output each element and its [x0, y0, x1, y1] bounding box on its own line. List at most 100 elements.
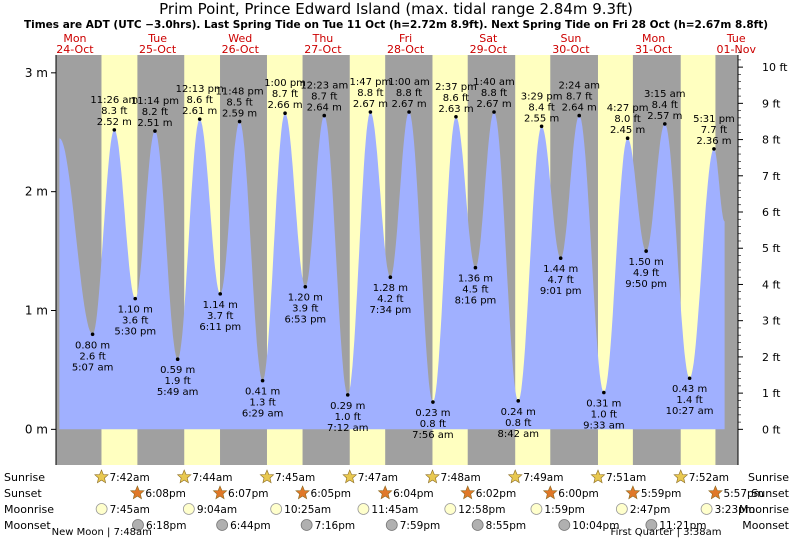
tide-point	[492, 110, 496, 114]
sunset-time: 5:59pm	[641, 488, 681, 500]
tide-time-label: 11:14 pm	[131, 96, 179, 107]
sunrise-icon	[259, 469, 275, 484]
moonrise-time: 11:45am	[371, 504, 418, 516]
day-date-label: 31-Oct	[635, 43, 673, 56]
sunset-time: 6:07pm	[228, 488, 268, 500]
sunrise-time: 7:48am	[440, 472, 480, 484]
tide-height-label: 2.61 m	[182, 106, 217, 117]
tide-ft-label: 8.4 ft	[528, 102, 554, 113]
sunset-icon	[542, 485, 558, 500]
tide-height-label: 2.51 m	[137, 118, 172, 129]
moonset-icon	[645, 519, 658, 531]
moonrise-time: 3:23pm	[715, 504, 755, 516]
sunset-time: 6:04pm	[393, 488, 433, 500]
tide-ft-label: 3.6 ft	[122, 316, 148, 327]
tide-ft-label: 8.7 ft	[272, 89, 298, 100]
sunset-icon	[129, 485, 145, 500]
day-date-label: 28-Oct	[387, 43, 425, 56]
moonrise-time: 7:45am	[110, 504, 150, 516]
tide-time-label: 5:49 am	[157, 387, 199, 398]
tide-ft-label: 8.5 ft	[226, 98, 252, 109]
right-axis-tick-label: 0 ft	[762, 423, 781, 436]
right-axis-tick-label: 3 ft	[762, 315, 781, 328]
tide-ft-label: 1.0 ft	[591, 410, 617, 421]
sunrise-icon	[590, 469, 606, 484]
tide-height-label: 2.55 m	[524, 113, 559, 124]
sunrise-time: 7:49am	[523, 472, 563, 484]
tide-ft-label: 8.8 ft	[481, 88, 507, 99]
tide-height-label: 1.50 m	[629, 257, 664, 268]
tide-height-label: 0.80 m	[75, 340, 110, 351]
tide-ft-label: 8.6 ft	[187, 95, 213, 106]
tide-time-label: 1:40 am	[473, 77, 515, 88]
tide-ft-label: 8.2 ft	[142, 107, 168, 118]
chart-title: Prim Point, Prince Edward Island (max. t…	[159, 0, 633, 18]
day-weekday-label: Sat	[479, 32, 498, 45]
tide-point	[368, 110, 373, 114]
right-axis-tick-label: 5 ft	[762, 242, 781, 255]
tide-height-label: 2.63 m	[438, 104, 473, 115]
day-weekday-label: Tue	[147, 32, 167, 45]
tide-point	[644, 249, 648, 253]
tide-height-label: 1.20 m	[288, 293, 323, 304]
tide-time-label: 7:12 am	[327, 423, 369, 434]
moonset-time: 7:16pm	[315, 520, 355, 532]
moonset-icon	[385, 519, 398, 531]
tide-ft-label: 0.8 ft	[420, 419, 446, 430]
day-date-label: 24-Oct	[56, 43, 94, 56]
day-weekday-label: Mon	[642, 32, 665, 45]
tide-time-label: 8:42 am	[497, 429, 539, 440]
sunset-icon	[212, 485, 228, 500]
moonset-time: 10:04pm	[572, 520, 619, 532]
sunset-icon	[377, 485, 393, 500]
sunrise-time: 7:44am	[192, 472, 232, 484]
day-weekday-label: Mon	[63, 32, 86, 45]
tide-time-label: 9:50 pm	[625, 279, 667, 290]
sunrise-icon	[94, 469, 109, 484]
sunset-icon	[295, 485, 310, 500]
tide-height-label: 0.29 m	[330, 401, 365, 412]
tide-point	[431, 400, 435, 404]
tide-point	[260, 378, 265, 383]
tide-ft-label: 8.6 ft	[443, 93, 469, 104]
tide-point	[663, 122, 667, 126]
row-label-right: Moonset	[742, 519, 789, 532]
tide-point	[112, 128, 117, 132]
sunrise-time: 7:52am	[689, 472, 729, 484]
sunrise-time: 7:42am	[109, 472, 149, 484]
tide-time-label: 6:11 pm	[199, 322, 241, 333]
tide-height-label: 2.64 m	[562, 103, 597, 114]
tide-ft-label: 8.7 ft	[311, 92, 337, 103]
moonrise-icon	[615, 503, 628, 515]
tide-height-label: 2.36 m	[696, 136, 731, 147]
tide-ft-label: 1.0 ft	[335, 412, 361, 423]
tide-point	[153, 129, 157, 133]
tide-time-label: 11:26 am	[90, 95, 138, 106]
tide-height-label: 0.24 m	[501, 407, 536, 418]
sunset-icon	[625, 485, 641, 500]
right-axis-tick-label: 7 ft	[762, 170, 781, 183]
tide-point	[558, 256, 563, 261]
day-date-label: 01-Nov	[717, 43, 757, 56]
tide-height-label: 2.64 m	[307, 103, 342, 114]
sunset-time: 6:00pm	[558, 488, 598, 500]
moonrise-icon	[530, 503, 543, 515]
moonset-icon	[300, 519, 313, 531]
tide-ft-label: 8.0 ft	[614, 114, 640, 125]
sunset-time: 5:57pm	[723, 488, 763, 500]
moonset-icon	[471, 519, 484, 531]
moonrise-time: 1:59pm	[544, 504, 584, 516]
tide-height-label: 0.31 m	[586, 399, 621, 410]
tide-ft-label: 1.9 ft	[164, 376, 190, 387]
day-date-label: 26-Oct	[222, 43, 260, 56]
tide-ft-label: 0.8 ft	[505, 418, 531, 429]
tide-point	[454, 114, 458, 119]
right-axis-tick-label: 9 ft	[762, 97, 781, 110]
tide-height-label: 2.66 m	[267, 100, 302, 111]
tide-point	[516, 399, 521, 403]
tide-point	[133, 296, 138, 301]
sunrise-time: 7:51am	[606, 472, 646, 484]
moonrise-icon	[700, 503, 713, 515]
moonset-time: 11:21pm	[659, 520, 706, 532]
tide-ft-label: 1.4 ft	[676, 395, 702, 406]
